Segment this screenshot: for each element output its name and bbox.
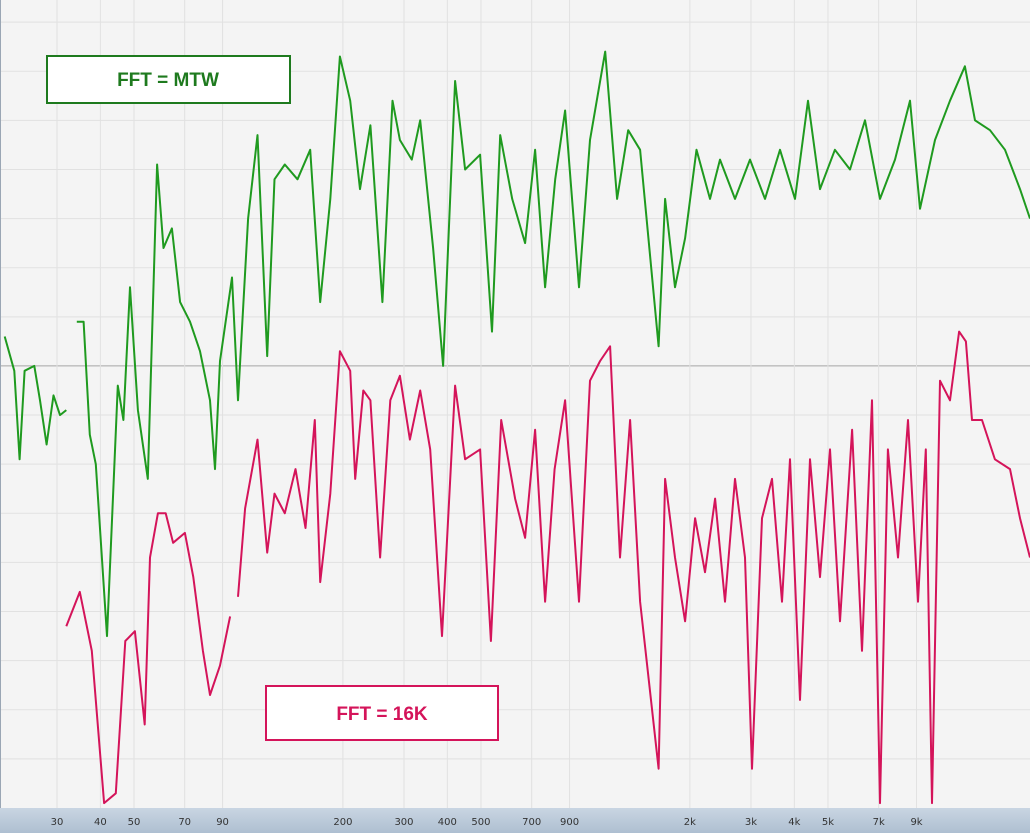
x-tick-label: 3k bbox=[745, 817, 757, 828]
x-tick-label: 200 bbox=[333, 817, 352, 828]
x-tick-label: 4k bbox=[788, 817, 800, 828]
x-tick-labels: 30 40 50 70 90 200 300 400 500 700 900 2k 3k 4k 5k 7k 9k bbox=[51, 817, 923, 828]
x-tick-label: 50 bbox=[128, 817, 141, 828]
x-axis-bar bbox=[0, 808, 1030, 833]
x-tick-label: 90 bbox=[216, 817, 229, 828]
x-tick-label: 300 bbox=[394, 817, 413, 828]
legend-mtw: FFT = MTW bbox=[46, 55, 291, 104]
x-tick-label: 40 bbox=[94, 817, 107, 828]
x-tick-label: 30 bbox=[51, 817, 64, 828]
x-tick-label: 7k bbox=[873, 817, 885, 828]
x-tick-label: 2k bbox=[684, 817, 696, 828]
x-tick-label: 700 bbox=[522, 817, 541, 828]
x-tick-label: 9k bbox=[910, 817, 922, 828]
x-tick-label: 500 bbox=[471, 817, 490, 828]
legend-label: FFT = MTW bbox=[117, 70, 219, 91]
x-tick-label: 400 bbox=[438, 817, 457, 828]
x-tick-label: 70 bbox=[178, 817, 191, 828]
legend-16k: FFT = 16K bbox=[265, 685, 499, 741]
x-tick-label: 5k bbox=[822, 817, 834, 828]
series-line bbox=[65, 330, 1030, 805]
legend-box bbox=[46, 55, 291, 104]
lines bbox=[3, 50, 1030, 805]
plot-background bbox=[0, 0, 1030, 808]
x-tick-label: 900 bbox=[560, 817, 579, 828]
legend-box bbox=[265, 685, 499, 741]
legend-label: FFT = 16K bbox=[336, 704, 428, 725]
series-line bbox=[3, 50, 1030, 638]
